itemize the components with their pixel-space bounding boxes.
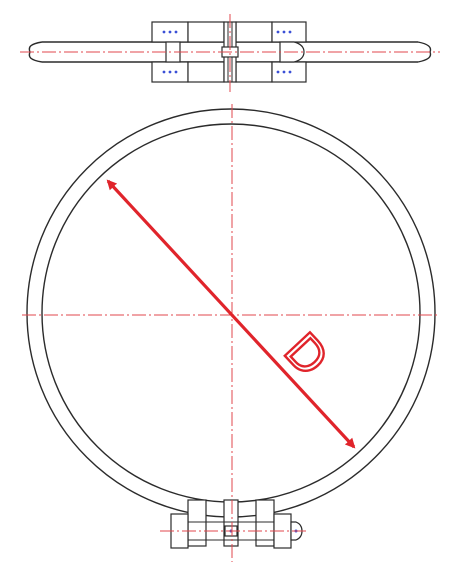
bolt-dot	[276, 70, 280, 74]
lug-left	[187, 499, 207, 547]
diameter-label: D	[274, 322, 340, 387]
bolt-dot	[168, 30, 172, 34]
lower-block-mid-left	[187, 61, 225, 83]
bolt-dot	[288, 30, 292, 34]
lug-right	[255, 499, 275, 547]
bolt-dot	[276, 30, 280, 34]
top-view	[20, 14, 440, 92]
upper-block-mid-right	[235, 21, 273, 43]
bolt-dot	[162, 70, 166, 74]
upper-block-mid-left	[187, 21, 225, 43]
front-view: D	[22, 104, 440, 562]
dimension-arrow-icon	[106, 179, 356, 449]
bolt-dot	[162, 30, 166, 34]
bolt-dot	[282, 30, 286, 34]
bolt-dot	[174, 30, 178, 34]
bolt-dot	[282, 70, 286, 74]
bolt-dot	[168, 70, 172, 74]
lower-block-mid-right	[235, 61, 273, 83]
bolt-dot	[174, 70, 178, 74]
lug-gap	[223, 499, 239, 547]
bolt-dot	[288, 70, 292, 74]
bolt-dots-top	[162, 30, 292, 74]
